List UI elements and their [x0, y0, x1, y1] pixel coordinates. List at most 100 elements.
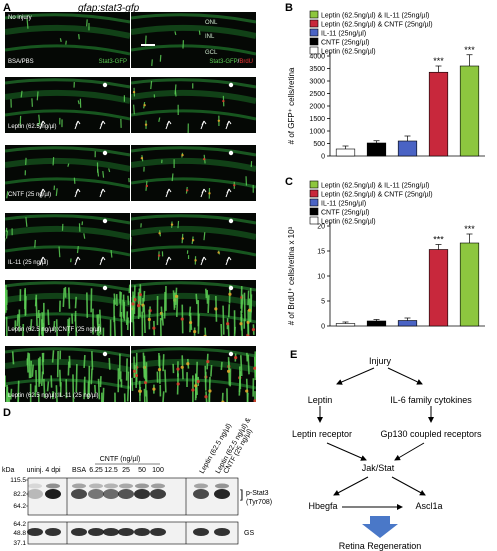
micrograph-r4-merge	[131, 213, 256, 269]
layer-label-gcl: GCL	[205, 50, 217, 56]
micrograph-r3-merge	[131, 145, 256, 201]
gs-band	[71, 528, 87, 536]
gs-band	[214, 528, 230, 536]
pstat3-band	[150, 489, 166, 499]
significance-mark: ***	[433, 235, 444, 245]
legend-entry: Leptin (62.5ng/µl) & IL-11 (25ng/µl)	[321, 13, 429, 20]
arrow-injury-leptin	[337, 368, 374, 384]
arrow-jak-ascl1a	[392, 477, 425, 495]
micrograph-r3-gfp: CNTF (25 ng/µl)	[5, 145, 130, 201]
lane-label-2: 4 dpi	[45, 467, 61, 474]
upper-band	[119, 484, 133, 489]
y-tick-label: 0	[321, 324, 325, 331]
y-tick-label: 15	[317, 249, 325, 256]
y-tick-label: 20	[317, 224, 325, 231]
band-label-gs: GS	[244, 530, 254, 537]
bar-4	[429, 72, 448, 156]
legend-swatch	[310, 38, 318, 45]
lane-label-6: 25	[122, 467, 130, 474]
legend-swatch	[310, 29, 318, 36]
y-tick-label: 10	[317, 274, 325, 281]
micrograph-label: BSA/PBS	[8, 59, 34, 65]
pstat3-band	[193, 489, 209, 499]
lane-label-5: 12.5	[104, 467, 118, 474]
pstat3-band	[214, 489, 230, 499]
node-il6: IL-6 family cytokines	[390, 395, 472, 405]
node-ascl1a: Ascl1a	[415, 501, 442, 511]
upper-band	[194, 484, 208, 489]
arrow-gp130-jak	[395, 443, 424, 460]
y-tick-label: 500	[313, 141, 325, 148]
marker-top-2: 82.2	[13, 491, 26, 498]
pstat3-band	[71, 489, 87, 499]
pstat3-band	[103, 489, 119, 499]
upper-band	[151, 484, 165, 489]
pstat3-band	[118, 489, 134, 499]
cntf-header: CNTF (ng/µl)	[100, 456, 141, 463]
node-injury: Injury	[369, 356, 391, 366]
bar-1	[336, 324, 355, 327]
marker-bottom-3: 37.1	[13, 540, 26, 547]
node-gp130: Gp130 coupled receptors	[380, 429, 481, 439]
y-tick-label: 1500	[309, 116, 325, 123]
upper-band	[135, 484, 149, 489]
gs-band	[150, 528, 166, 536]
micrograph-r5-merge	[131, 280, 256, 336]
scale-bar	[141, 44, 155, 46]
significance-mark: ***	[464, 45, 475, 55]
legend-swatch	[310, 199, 318, 206]
layer-label-onl: ONL	[205, 20, 217, 26]
bar-3	[398, 321, 417, 327]
band-label-tyr: (Tyr708)	[246, 499, 272, 506]
y-tick-label: 2000	[309, 104, 325, 111]
micrograph-corner-label: No injury	[8, 15, 32, 21]
big-down-arrow	[362, 516, 398, 538]
legend-swatch	[310, 190, 318, 197]
gs-band	[134, 528, 150, 536]
y-tick-label: 3500	[309, 66, 325, 73]
pstat3-band	[45, 489, 61, 499]
legend-entry: Leptin (62.5ng/µl)	[321, 219, 376, 226]
gs-band	[88, 528, 104, 536]
y-axis-label: # of BrdU⁺ cells/retina x 10³	[287, 226, 296, 325]
micrograph-r2-gfp: Leptin (62.5 ng/µl)	[5, 77, 130, 133]
y-tick-label: 2500	[309, 91, 325, 98]
bar-3	[398, 141, 417, 156]
pstat3-band	[27, 489, 43, 499]
bar-1	[336, 149, 355, 156]
legend-entry: IL-11 (25ng/µl)	[321, 31, 366, 38]
chart-b: Leptin (62.5ng/µl) & IL-11 (25ng/µl)Lept…	[280, 8, 494, 168]
band-label-pstat3: p-Stat3	[246, 490, 269, 497]
marker-bottom-1: 64.2	[13, 521, 26, 528]
gs-band	[118, 528, 134, 536]
lane-label-8: 100	[152, 467, 164, 474]
node-leptin: Leptin	[308, 395, 333, 405]
legend-swatch	[310, 208, 318, 215]
gs-band	[45, 528, 61, 536]
y-axis-label: # of GFP⁺ cells/retina	[287, 67, 296, 144]
y-tick-label: 4000	[309, 54, 325, 61]
node-hbegfa: Hbegfa	[308, 501, 337, 511]
gs-band	[27, 528, 43, 536]
legend-entry: Leptin (62.5ng/µl) & CNTF (25ng/µl)	[321, 192, 433, 199]
upper-band	[89, 484, 103, 489]
micrograph-r4-gfp: IL-11 (25 ng/µl)	[5, 213, 130, 269]
node-jakstat: Jak/Stat	[362, 463, 395, 473]
arrow-injury-il6	[388, 368, 422, 384]
upper-band	[72, 484, 86, 489]
legend-entry: CNTF (25ng/µl)	[321, 210, 369, 217]
micrograph-r6-gfp: Leptin (62.5 ng/µl):IL-11 (25 ng/µl)	[5, 346, 130, 402]
layer-label-inl: INL	[205, 34, 214, 40]
marker-top-1: 115.5	[10, 477, 26, 484]
bar-2	[367, 143, 386, 156]
lane-label-7: 50	[138, 467, 146, 474]
pathway-arrows	[282, 352, 497, 550]
bar-4	[429, 250, 448, 327]
arrow-receptor-jak	[327, 443, 366, 460]
arrow-jak-hbegfa	[334, 477, 368, 495]
legend-swatch	[310, 20, 318, 27]
legend-swatch	[310, 181, 318, 188]
